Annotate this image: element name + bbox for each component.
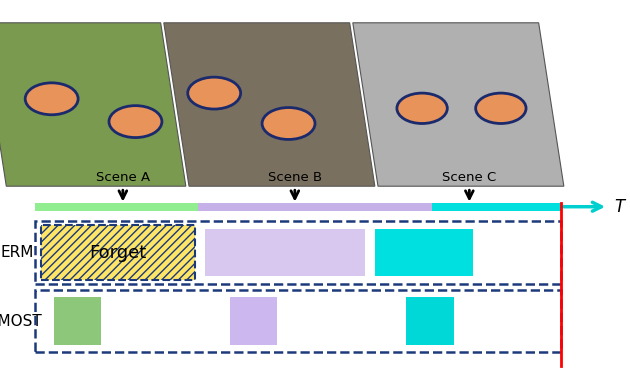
Text: Scene C: Scene C [442, 171, 496, 184]
Text: ERM: ERM [1, 245, 34, 260]
FancyBboxPatch shape [432, 203, 561, 211]
Polygon shape [164, 23, 375, 186]
Circle shape [25, 83, 78, 115]
FancyBboxPatch shape [205, 229, 365, 277]
Text: Scene A: Scene A [96, 171, 150, 184]
FancyBboxPatch shape [375, 229, 472, 277]
Circle shape [188, 77, 241, 109]
FancyBboxPatch shape [230, 297, 277, 345]
FancyBboxPatch shape [41, 225, 195, 280]
FancyBboxPatch shape [406, 297, 454, 345]
Circle shape [476, 93, 526, 124]
Circle shape [109, 106, 162, 138]
FancyBboxPatch shape [198, 203, 432, 211]
Circle shape [397, 93, 447, 124]
Polygon shape [0, 23, 186, 186]
Text: Scene B: Scene B [268, 171, 322, 184]
Circle shape [262, 108, 315, 139]
Text: IMOST: IMOST [0, 314, 42, 329]
FancyBboxPatch shape [35, 203, 198, 211]
Text: Forget: Forget [89, 244, 147, 262]
Polygon shape [353, 23, 564, 186]
FancyBboxPatch shape [54, 297, 101, 345]
Text: $T$: $T$ [614, 198, 627, 216]
